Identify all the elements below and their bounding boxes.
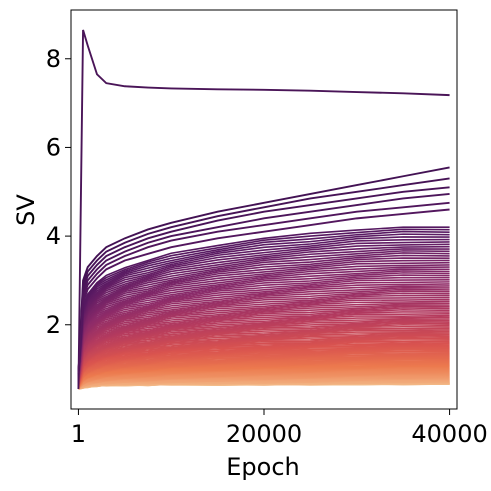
y-tick-label: 4	[46, 222, 61, 250]
series-line	[77, 268, 450, 378]
series-line	[77, 248, 450, 376]
x-tick-label: 20000	[226, 420, 302, 448]
series-line	[77, 353, 450, 387]
series-line-top	[77, 208, 450, 374]
series-line	[77, 243, 450, 376]
series-line	[77, 316, 450, 383]
series-line	[77, 264, 450, 378]
series-line	[77, 270, 450, 378]
y-tick-label: 2	[46, 311, 61, 339]
x-axis-ticks: 1 20000 40000	[71, 409, 488, 448]
series-line	[77, 298, 450, 381]
series-line	[77, 314, 450, 383]
series-line	[77, 228, 450, 374]
series-line	[77, 300, 450, 381]
series-line-top	[77, 177, 450, 374]
series-line	[77, 238, 450, 375]
x-axis-label: Epoch	[226, 453, 300, 481]
series-line-top	[77, 166, 450, 374]
series-line	[77, 285, 450, 380]
series-line-top	[77, 186, 450, 374]
series-line	[77, 281, 450, 380]
series-line	[77, 296, 450, 381]
series-layer	[77, 29, 450, 390]
series-line	[77, 302, 450, 382]
series-line	[77, 259, 450, 377]
series-line	[77, 343, 450, 386]
series-line	[77, 288, 450, 380]
series-line	[77, 330, 450, 384]
y-axis-label: SV	[12, 194, 40, 226]
series-line	[77, 304, 450, 382]
series-line	[77, 332, 450, 385]
series-line	[77, 345, 450, 386]
series-line	[77, 329, 450, 384]
series-line-top	[77, 193, 450, 374]
y-axis-ticks: 2 4 6 8	[46, 45, 71, 339]
series-line	[77, 245, 450, 376]
series-line-top	[77, 201, 450, 374]
series-line	[77, 305, 450, 382]
series-line	[77, 287, 450, 380]
series-line	[77, 226, 450, 374]
y-tick-label: 8	[46, 45, 61, 73]
x-tick-label: 1	[71, 420, 86, 448]
x-tick-label: 40000	[411, 420, 487, 448]
series-line	[77, 344, 450, 386]
series-line	[77, 261, 450, 378]
y-tick-label: 6	[46, 133, 61, 161]
series-line	[77, 313, 450, 383]
series-line	[77, 341, 450, 386]
series-line	[77, 266, 450, 378]
series-line	[77, 318, 450, 383]
series-line	[77, 250, 450, 376]
series-line	[77, 333, 450, 385]
series-line	[77, 283, 450, 380]
series-line	[77, 319, 450, 383]
series-line	[77, 241, 450, 376]
series-line	[77, 279, 450, 379]
series-line-top	[77, 29, 450, 390]
